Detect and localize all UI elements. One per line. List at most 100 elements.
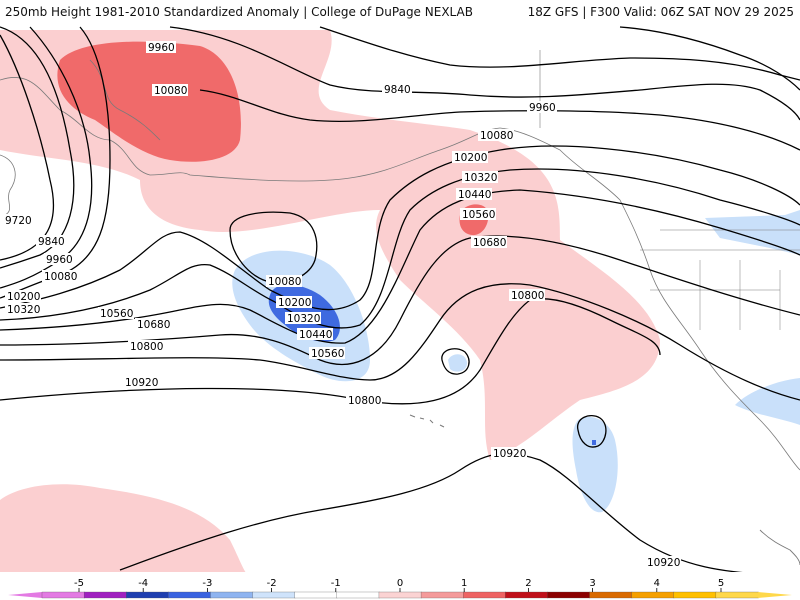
svg-text:10320: 10320 (464, 172, 497, 184)
weather-map: 9960 10080 9840 9960 10080 10200 10320 1… (0, 22, 800, 577)
header-bar: 250mb Height 1981-2010 Standardized Anom… (0, 0, 800, 22)
contour-label: 10560 (309, 347, 345, 360)
contour-label: 10680 (135, 318, 171, 331)
svg-text:10440: 10440 (299, 329, 332, 341)
colorbar-arrow-left (8, 592, 42, 598)
contour-label: 10080 (42, 270, 78, 283)
svg-text:10680: 10680 (137, 319, 170, 331)
contour-label: 10200 (5, 290, 41, 303)
colorbar-swatch (168, 591, 212, 599)
svg-text:10800: 10800 (348, 395, 381, 407)
svg-text:10200: 10200 (454, 152, 487, 164)
svg-text:9960: 9960 (46, 254, 73, 266)
svg-text:9960: 9960 (529, 102, 556, 114)
colorbar-tick-label: 0 (397, 578, 403, 589)
negative-anomaly-southeast (735, 378, 800, 425)
svg-text:10080: 10080 (268, 276, 301, 288)
contour-label: 9960 (44, 253, 74, 266)
contour-label: 10320 (5, 303, 41, 316)
svg-text:10200: 10200 (7, 291, 40, 303)
contour-label: 10560 (460, 208, 496, 221)
contour-label: 10320 (462, 171, 498, 184)
svg-text:9840: 9840 (384, 84, 411, 96)
positive-anomaly-strong-alaska (57, 41, 241, 162)
svg-text:10080: 10080 (154, 85, 187, 97)
contour-label: 10080 (152, 84, 188, 97)
svg-text:10080: 10080 (44, 271, 77, 283)
contour-label: 10920 (491, 447, 527, 460)
colorbar-tick-label: 1 (461, 578, 467, 589)
svg-text:10680: 10680 (473, 237, 506, 249)
contour-label: 9960 (146, 41, 176, 54)
contour-label: 10080 (266, 275, 302, 288)
svg-text:10920: 10920 (125, 377, 158, 389)
colorbar-tick-label: -5 (74, 578, 84, 589)
svg-text:10320: 10320 (7, 304, 40, 316)
coastlines (0, 50, 800, 566)
contour-label: 10200 (276, 296, 312, 309)
negative-anomaly-south (572, 416, 618, 513)
colorbar-swatch (126, 591, 170, 599)
colorbar-tick-label: 3 (589, 578, 595, 589)
svg-text:10440: 10440 (458, 189, 491, 201)
contour-label: 10440 (456, 188, 492, 201)
colorbar-tick-label: -3 (202, 578, 212, 589)
negative-anomaly-dot (592, 440, 596, 445)
colorbar-swatch (505, 591, 549, 599)
colorbar-tick-label: -2 (267, 578, 277, 589)
colorbar-ticks: -5 -4 -3 -2 -1 0 1 2 3 4 5 (74, 578, 724, 592)
contour-label: 10800 (346, 394, 382, 407)
svg-text:10920: 10920 (647, 557, 680, 569)
model-run-label: 18Z GFS | F300 Valid: 06Z SAT NOV 29 202… (527, 5, 794, 19)
negative-anomaly-small (448, 354, 468, 372)
colorbar-swatch (547, 591, 591, 599)
colorbar-swatches (8, 591, 792, 599)
colorbar-tick-label: 5 (718, 578, 724, 589)
height-contours (0, 26, 800, 576)
svg-text:10800: 10800 (511, 290, 544, 302)
svg-text:10560: 10560 (462, 209, 495, 221)
contour-label: 9720 (3, 214, 33, 227)
contour-label: 10320 (285, 312, 321, 325)
colorbar-swatch (378, 591, 422, 599)
svg-text:10920: 10920 (493, 448, 526, 460)
negative-anomaly-east (705, 210, 800, 255)
contour-labels: 9960 10080 9840 9960 10080 10200 10320 1… (3, 41, 681, 569)
contour-label: 10560 (98, 307, 134, 320)
colorbar-swatch (294, 591, 338, 599)
colorbar-swatch (210, 591, 254, 599)
colorbar-tick-label: -4 (138, 578, 148, 589)
contour-label: 10920 (123, 376, 159, 389)
svg-text:10200: 10200 (278, 297, 311, 309)
colorbar-swatch (41, 591, 85, 599)
svg-text:9720: 9720 (5, 215, 32, 227)
svg-text:10560: 10560 (100, 308, 133, 320)
colorbar-swatch (83, 591, 127, 599)
contour-label: 10200 (452, 151, 488, 164)
colorbar-swatch (715, 591, 759, 599)
positive-anomaly-southwest (0, 484, 250, 577)
colorbar-swatch (463, 591, 506, 599)
colorbar-swatch (673, 591, 717, 599)
colorbar-tick-label: -1 (331, 578, 341, 589)
contour-label: 10440 (297, 328, 333, 341)
colorbar-arrow-right (758, 592, 792, 598)
colorbar-swatch (420, 591, 464, 599)
svg-text:10320: 10320 (287, 313, 320, 325)
anomaly-colorbar: -5 -4 -3 -2 -1 0 1 2 3 4 5 (0, 572, 800, 600)
contour-label: 10680 (471, 236, 507, 249)
svg-text:9840: 9840 (38, 236, 65, 248)
svg-text:10560: 10560 (311, 348, 344, 360)
colorbar-swatch (336, 591, 380, 599)
svg-text:10800: 10800 (130, 341, 163, 353)
svg-text:9960: 9960 (148, 42, 175, 54)
colorbar-swatch (631, 591, 675, 599)
colorbar-swatch (589, 591, 633, 599)
colorbar-swatch (252, 591, 296, 599)
contour-label: 9960 (527, 101, 557, 114)
colorbar-tick-label: 4 (654, 578, 660, 589)
colorbar-tick-label: 2 (525, 578, 531, 589)
contour-label: 9840 (36, 235, 66, 248)
contour-label: 10080 (478, 129, 514, 142)
contour-label: 9840 (382, 83, 412, 96)
